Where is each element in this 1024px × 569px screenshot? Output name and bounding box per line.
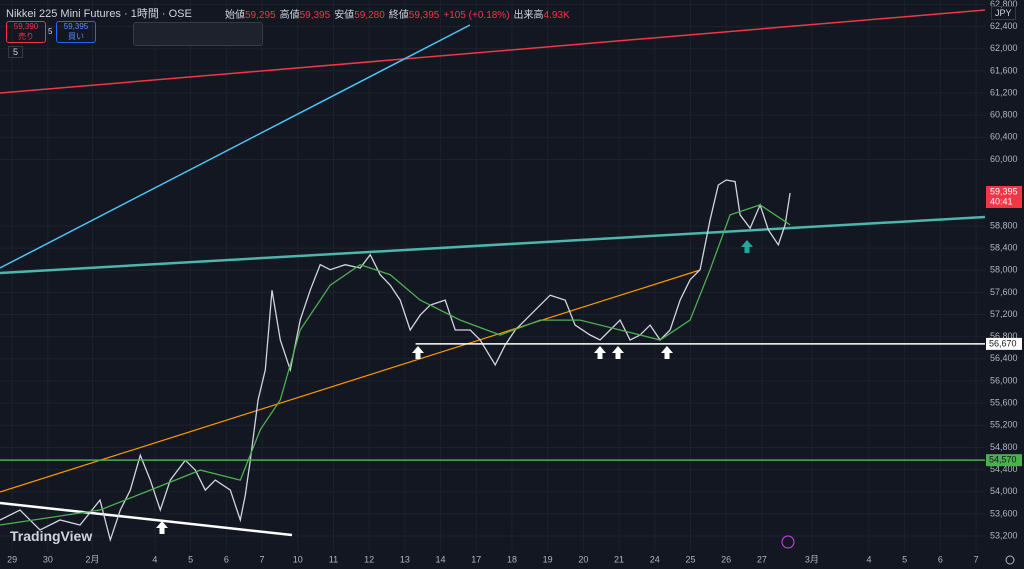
- icon[interactable]: [781, 535, 795, 549]
- x-tick-label: 20: [578, 554, 588, 564]
- x-tick-label: 29: [7, 554, 17, 564]
- buy-button[interactable]: 59,395 買い: [56, 21, 96, 43]
- arrow: [594, 346, 606, 359]
- sell-button[interactable]: 59,390 売り: [6, 21, 46, 43]
- ohlc-label: 高値: [279, 10, 300, 21]
- y-tick-label: 62,000: [990, 43, 1018, 53]
- x-tick-label: 7: [974, 554, 979, 564]
- y-tick-label: 62,800: [990, 0, 1018, 9]
- x-tick-label: 12: [364, 554, 374, 564]
- x-tick-label: 4: [152, 554, 157, 564]
- ohlc-label: 終値: [388, 10, 409, 21]
- arrows: [156, 240, 753, 534]
- arrow: [661, 346, 673, 359]
- arrow: [156, 521, 168, 534]
- x-tick-label: 2月: [85, 554, 99, 564]
- y-tick-label: 54,800: [990, 442, 1018, 452]
- x-tick-label: 7: [260, 554, 265, 564]
- x-tick-label: 14: [436, 554, 446, 564]
- volume-value: 4.93K: [543, 10, 570, 21]
- y-tick-label: 56,400: [990, 353, 1018, 363]
- change: +105 (+0.18%): [443, 10, 510, 21]
- spread: 5: [48, 27, 53, 36]
- y-tick-label: 58,400: [990, 242, 1018, 252]
- ohlc-value: 59,395: [299, 10, 331, 21]
- price-axis: [985, 0, 1024, 569]
- x-tick-label: 18: [507, 554, 517, 564]
- y-tick-label: 58,000: [990, 265, 1018, 275]
- y-tick-label: 53,200: [990, 530, 1018, 540]
- y-tick-label: 53,600: [990, 508, 1018, 518]
- y-tick-label: 62,400: [990, 21, 1018, 31]
- x-tick-label: 5: [902, 554, 907, 564]
- price-line: [0, 179, 791, 543]
- x-tick-label: 26: [721, 554, 731, 564]
- x-tick-label: 25: [685, 554, 695, 564]
- y-tick-label: 58,800: [990, 220, 1018, 230]
- x-tick-label: 30: [43, 554, 53, 564]
- y-tick-label: 55,200: [990, 420, 1018, 430]
- indicator[interactable]: 5: [8, 46, 24, 58]
- x-tick-label: 21: [614, 554, 624, 564]
- y-tick-label: 54,400: [990, 464, 1018, 474]
- trend-line: [0, 9, 986, 94]
- y-tick-label: 57,200: [990, 309, 1018, 319]
- y-tick-label: 61,600: [990, 65, 1018, 75]
- y-tick-label: 54,000: [990, 486, 1018, 496]
- ohlc-label: 安値: [334, 10, 355, 21]
- x-tick-label: 4: [866, 554, 871, 564]
- volume-label: 出来高: [513, 10, 544, 21]
- ohlc-label: 始値: [225, 10, 245, 21]
- y-tick-label: 61,200: [990, 87, 1018, 97]
- price-level-label: 54,570: [989, 455, 1017, 465]
- arrow: [612, 346, 624, 359]
- x-tick-label: 19: [543, 554, 553, 564]
- price-line: [0, 204, 791, 526]
- trend-line: [0, 215, 986, 275]
- y-tick-label: 60,400: [990, 132, 1018, 142]
- arrow: [741, 240, 753, 253]
- x-tick-label: 3月: [805, 554, 819, 564]
- ohlc-value: 59,395: [408, 10, 440, 21]
- x-tick-label: 10: [293, 554, 303, 564]
- y-tick-label: 57,600: [990, 287, 1018, 297]
- ohlc: 始値59,295 高値59,395 安値59,280 終値59,395 +105 (+0…: [225, 6, 570, 21]
- settings-icon[interactable]: [1005, 555, 1015, 565]
- price-level-badge: [986, 337, 1022, 350]
- sell-label: 売り: [18, 32, 34, 41]
- x-tick-label: 17: [471, 554, 481, 564]
- x-tick-label: 11: [329, 554, 338, 564]
- y-tick-label: 56,000: [990, 375, 1018, 385]
- x-tick-label: 5: [188, 554, 193, 564]
- trend-line: [0, 269, 701, 493]
- currency[interactable]: JPY: [991, 6, 1016, 20]
- buy-label: 買い: [68, 32, 84, 41]
- x-tick-label: 24: [650, 554, 660, 564]
- x-tick-label: 13: [400, 554, 410, 564]
- x-tick-label: 27: [757, 554, 767, 564]
- x-tick-label: 6: [938, 554, 943, 564]
- price-level-badge: [986, 454, 1022, 467]
- countdown: 40:41: [990, 196, 1013, 206]
- y-tick-label: 60,000: [990, 154, 1018, 164]
- last-price-label: 59,395: [990, 186, 1018, 196]
- symbol[interactable]: Nikkei 225 Mini Futures · 1時間 · OSE: [6, 8, 192, 20]
- logo: TradingView: [10, 528, 93, 544]
- y-tick-label: 60,800: [990, 110, 1018, 120]
- price-level-label: 56,670: [989, 338, 1017, 348]
- y-tick-label: 56,800: [990, 331, 1018, 341]
- y-tick-label: 55,600: [990, 398, 1018, 408]
- last-price-badge: [986, 185, 1022, 208]
- trend-line: [0, 24, 471, 269]
- x-tick-label: 6: [224, 554, 229, 564]
- ohlc-value: 59,295: [245, 10, 276, 21]
- sell-price: 59,390: [13, 22, 39, 31]
- trend-line: [0, 501, 293, 537]
- buy-price: 59,395: [63, 22, 89, 31]
- ohlc-value: 59,280: [354, 10, 385, 21]
- drawing-toolbar[interactable]: [133, 22, 263, 46]
- arrow: [412, 346, 424, 359]
